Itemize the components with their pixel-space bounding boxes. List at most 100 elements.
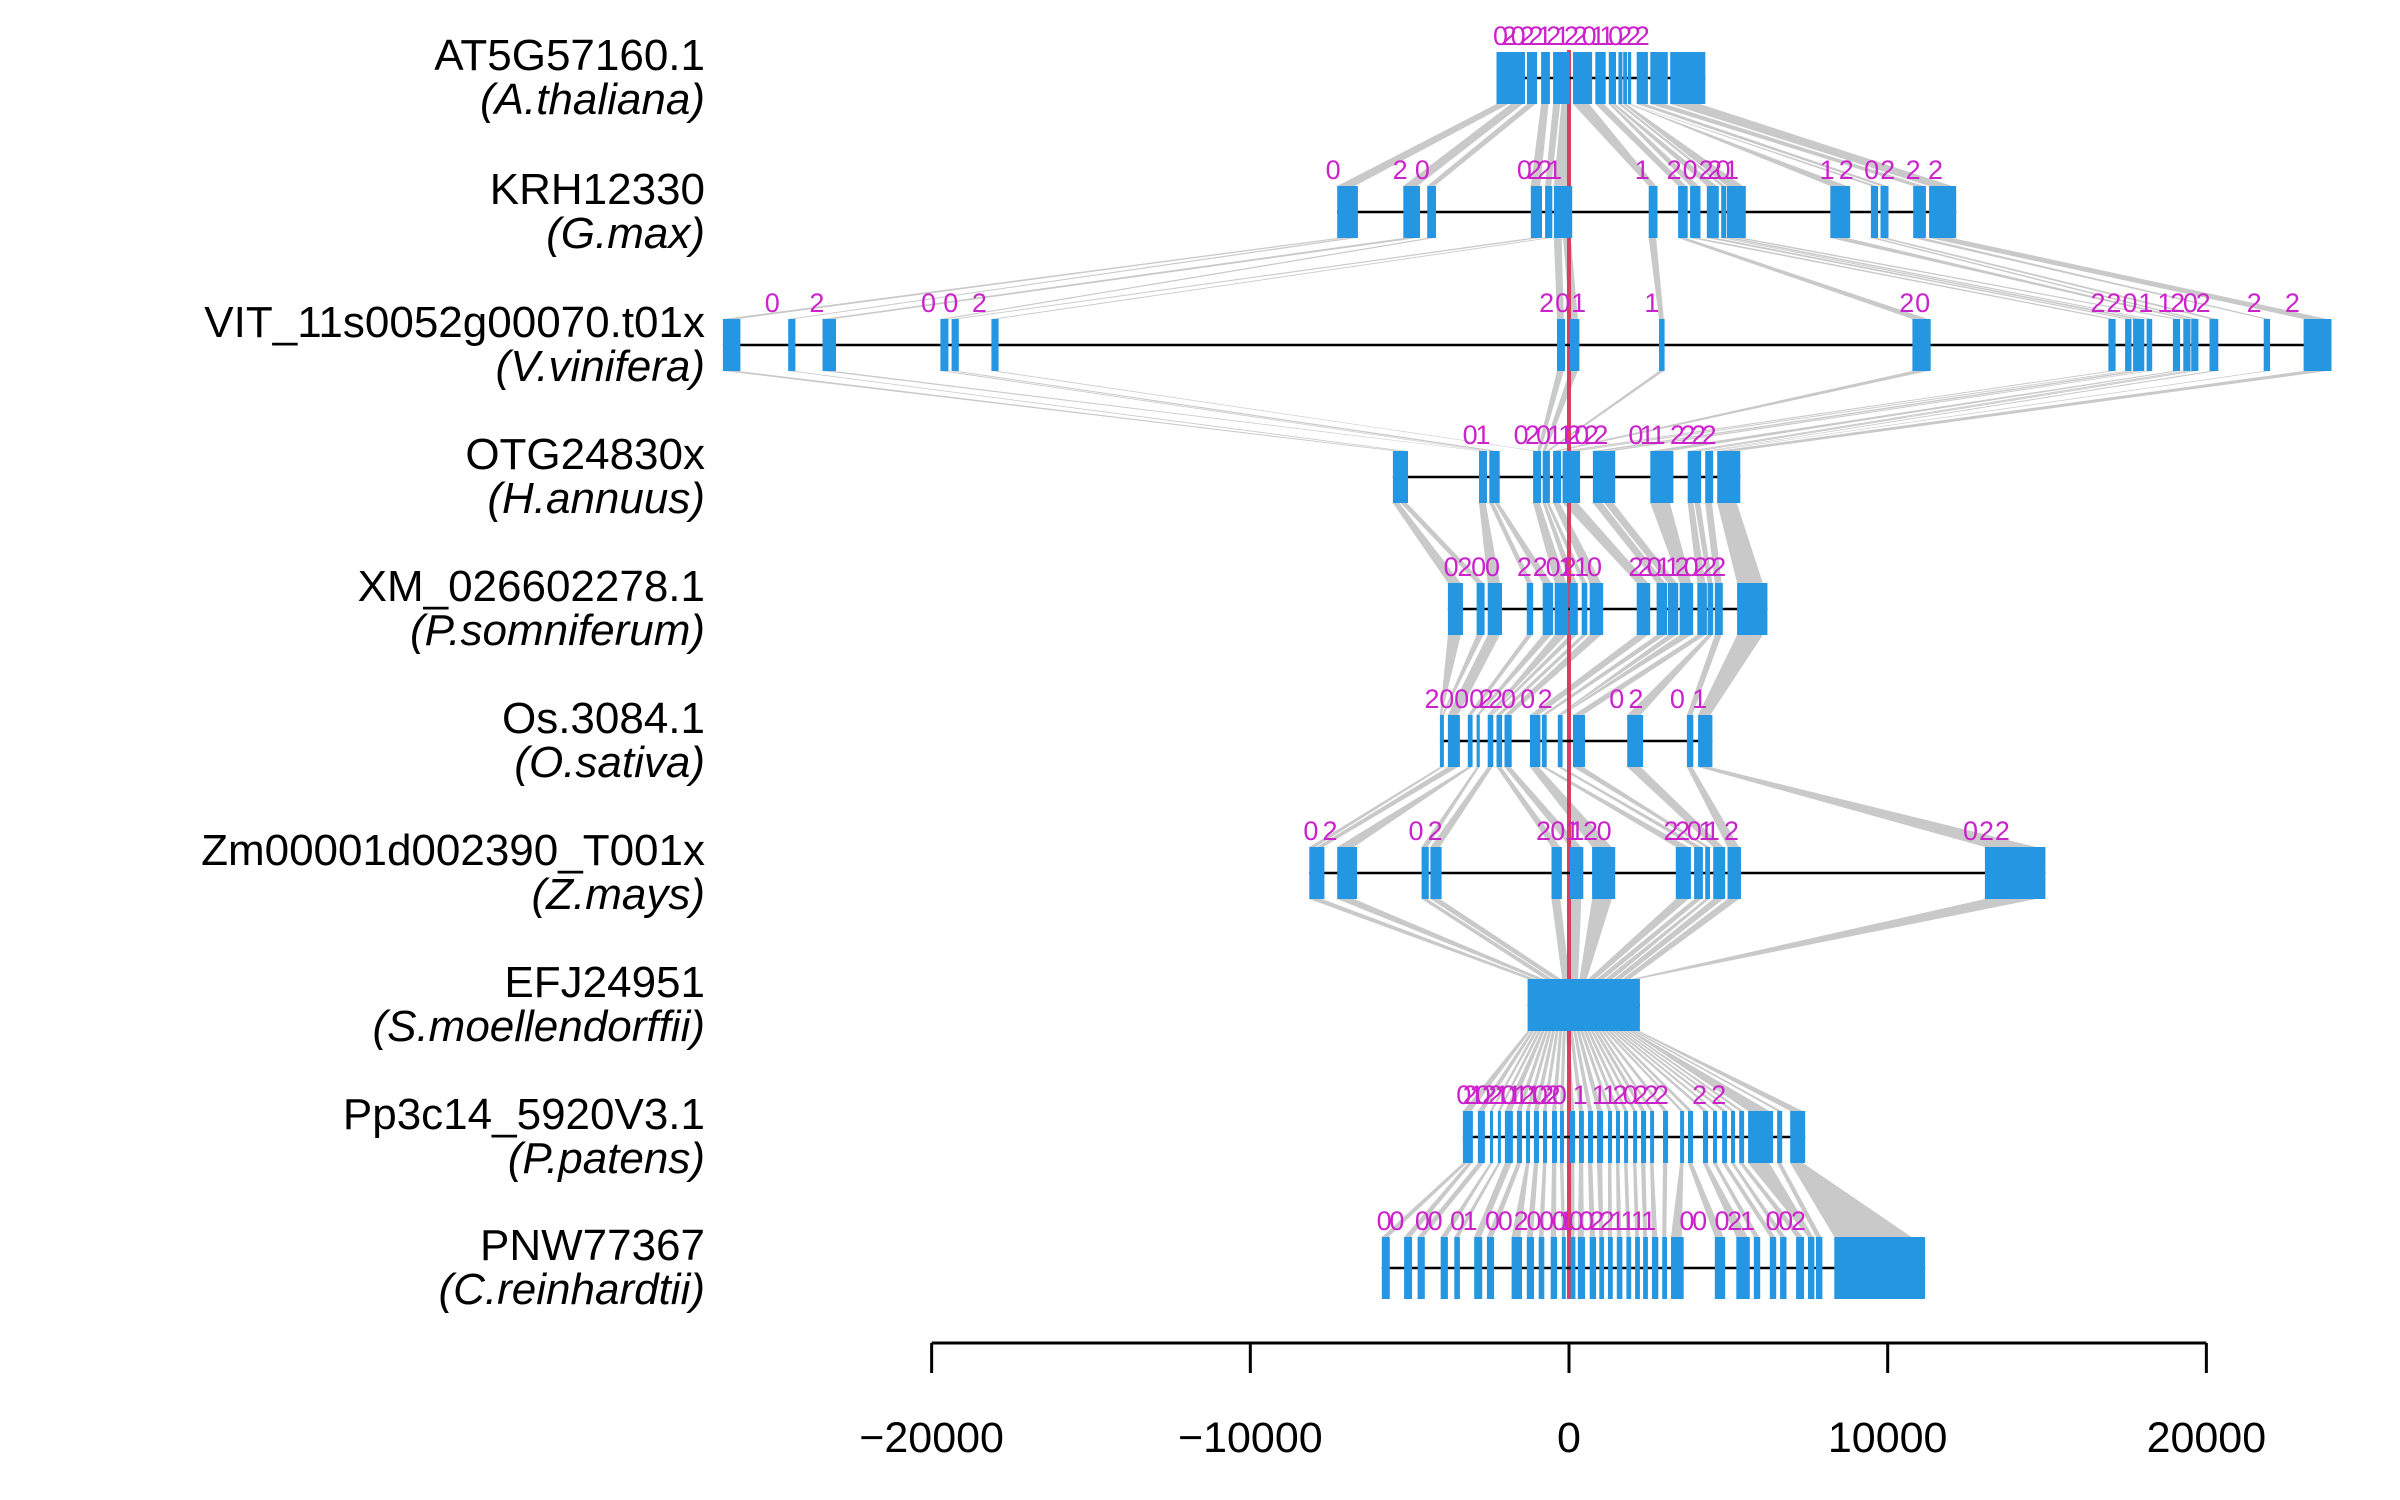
- intron-phase-label: 1: [1620, 1206, 1635, 1236]
- intron-phase-label: 1: [2138, 288, 2153, 318]
- intron-phase-label: 1: [1463, 1206, 1478, 1236]
- homology-ribbon: [1650, 503, 1692, 583]
- intron-phase-label: 1: [1705, 816, 1720, 846]
- intron-phase-label: 1: [1590, 21, 1605, 51]
- homology-ribbon: [1623, 104, 1743, 186]
- homology-ribbon: [1597, 1163, 1604, 1237]
- intron-phase-label: 0: [1475, 1080, 1490, 1110]
- intron-phase-label: 2: [2285, 288, 2300, 318]
- exon-block: [1690, 186, 1701, 238]
- exon-block: [1589, 583, 1604, 635]
- homology-ribbon: [1748, 1163, 1814, 1237]
- homology-ribbon: [1625, 1031, 1744, 1111]
- exon-block: [1643, 1237, 1648, 1299]
- exon-block: [1557, 319, 1565, 371]
- homology-ribbon: [1552, 1031, 1563, 1111]
- homology-ribbon: [822, 371, 1483, 451]
- intron-phase-label: 2: [1995, 816, 2010, 846]
- exon-block: [1462, 1111, 1473, 1163]
- homology-ribbon: [1618, 104, 1726, 186]
- homology-ribbon: [1870, 238, 2198, 319]
- homology-ribbon: [1557, 767, 1702, 847]
- homology-ribbon: [1533, 503, 1567, 583]
- homology-ribbon: [1717, 503, 1763, 583]
- homology-ribbon: [1516, 1031, 1549, 1111]
- homology-ribbon: [1541, 635, 1666, 715]
- intron-phase-label: 2: [1680, 420, 1695, 450]
- exon-block: [1651, 1237, 1659, 1299]
- intron-phase-label: 0: [1714, 1206, 1729, 1236]
- intron-phase-label: 2: [1635, 21, 1650, 51]
- exon-block: [1559, 1111, 1564, 1163]
- exon-block: [1912, 319, 1931, 371]
- homology-ribbon: [1580, 1031, 1612, 1111]
- homology-ribbon: [1577, 1163, 1584, 1237]
- intron-phase-label: 0: [1609, 684, 1624, 714]
- exon-block: [1698, 715, 1713, 767]
- x-axis: −20000 −10000 0 10000 20000: [859, 1341, 2266, 1462]
- species-label: (O.sativa): [514, 738, 705, 787]
- exon-block: [1516, 1111, 1522, 1163]
- intron-phase-label: 2: [1702, 420, 1717, 450]
- exon-block: [1694, 847, 1703, 899]
- homology-ribbon: [1538, 1163, 1547, 1237]
- homology-ribbon: [1650, 104, 1924, 186]
- homology-ribbon: [1705, 371, 2217, 451]
- exon-block: [1780, 1237, 1787, 1299]
- homology-ribbon: [1706, 238, 2131, 319]
- homology-ribbon: [1604, 371, 2152, 451]
- homology-ribbon: [1596, 899, 1702, 979]
- exon-block: [1790, 1111, 1806, 1163]
- intron-phase-label: 2: [1539, 288, 1554, 318]
- intron-phase-label: 0: [921, 288, 936, 318]
- exon-block: [1573, 52, 1593, 104]
- intron-phase-label: 1: [1547, 155, 1562, 185]
- exon-block: [1538, 1237, 1545, 1299]
- homology-ribbon: [1504, 635, 1602, 715]
- intron-phase-label: 2: [1482, 1080, 1497, 1110]
- exon-block: [1597, 1111, 1604, 1163]
- intron-phase-label: 0: [1520, 684, 1535, 714]
- intron-phase-label: 0: [1628, 420, 1643, 450]
- intron-phase-label: 0: [2183, 288, 2198, 318]
- intron-phase-label: 1: [1565, 816, 1580, 846]
- exon-block: [1616, 1111, 1620, 1163]
- exon-block: [1543, 1111, 1547, 1163]
- homology-ribbon: [1633, 1163, 1640, 1237]
- homology-ribbon: [1504, 1031, 1545, 1111]
- exon-block: [1929, 186, 1957, 238]
- intron-phase-label: 0: [1326, 155, 1341, 185]
- exon-block: [1663, 1111, 1669, 1163]
- homology-ribbon: [1430, 767, 1493, 847]
- intron-phase-label: 2: [1564, 21, 1579, 51]
- intron-phase-label: 1: [1573, 1080, 1588, 1110]
- gene-id-label: OTG24830x: [465, 430, 705, 479]
- homology-ribbon: [1614, 899, 1724, 979]
- exon-block: [1680, 1111, 1685, 1163]
- intron-phase-label: 0: [1963, 816, 1978, 846]
- exon-block: [1490, 1111, 1493, 1163]
- exon-block: [1717, 451, 1741, 503]
- exon-block: [1697, 583, 1707, 635]
- homology-ribbon: [1569, 1031, 1584, 1111]
- intron-phase-label: 2: [1617, 21, 1632, 51]
- intron-phase-label: 0: [1647, 552, 1662, 582]
- intron-phase-label: 2: [1517, 552, 1532, 582]
- homology-ribbon: [1541, 767, 1689, 847]
- intron-phase-label: 1: [1495, 1080, 1510, 1110]
- exon-block: [1526, 1237, 1534, 1299]
- intron-phase-label: 1: [1558, 1206, 1573, 1236]
- homology-ribbon: [1479, 503, 1500, 583]
- exon-block: [1670, 52, 1706, 104]
- intron-phase-label: 0: [1715, 155, 1730, 185]
- exon-block: [1430, 847, 1442, 899]
- species-label: (P.patens): [508, 1134, 705, 1183]
- homology-ribbon: [1650, 371, 2179, 451]
- exon-block: [1737, 583, 1768, 635]
- exon-block: [1627, 715, 1644, 767]
